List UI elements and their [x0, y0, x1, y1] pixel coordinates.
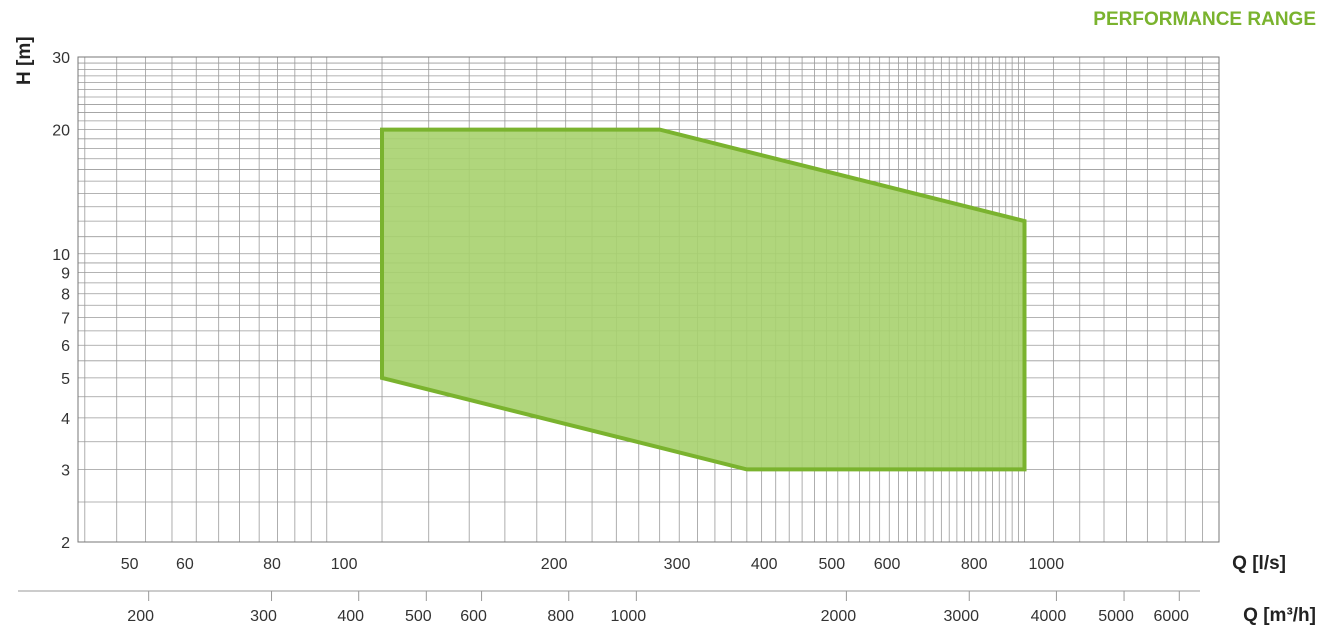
x2-tick-label: 300 — [250, 608, 277, 625]
y-tick-label: 7 — [61, 311, 70, 328]
y-tick-labels: 2 3 4 5 6 7 8 9 10 20 30 — [52, 50, 70, 552]
x2-tick-label: 600 — [460, 608, 487, 625]
x2-tick-label: 2000 — [821, 608, 857, 625]
x-tick-label: 60 — [176, 556, 194, 573]
x-tick-label: 500 — [818, 556, 845, 573]
y-tick-label: 8 — [61, 287, 70, 304]
y-tick-label: 2 — [61, 535, 70, 552]
plot-border — [77, 56, 1220, 543]
chart-title: PERFORMANCE RANGE — [1093, 9, 1316, 30]
y-tick-label: 3 — [61, 462, 70, 479]
y-tick-label: 20 — [52, 123, 70, 140]
y-tick-label: 10 — [52, 247, 70, 264]
x2-tick-label: 800 — [547, 608, 574, 625]
x-tick-label: 400 — [751, 556, 778, 573]
y-tick-label: 6 — [61, 338, 70, 355]
x-tick-label: 800 — [961, 556, 988, 573]
performance-region — [380, 127, 1027, 472]
x2-tick-label: 1000 — [611, 608, 647, 625]
x-tick-label: 300 — [664, 556, 691, 573]
x-tick-label: 1000 — [1029, 556, 1065, 573]
x2-tick-label: 6000 — [1153, 608, 1189, 625]
x2-axis-title: Q [m³/h] — [1243, 605, 1316, 626]
y-tick-label: 9 — [61, 266, 70, 283]
performance-region-group — [380, 127, 1027, 472]
secondary-x-axis: 200 300 400 500 600 800 1000 2000 3000 4000 5000 60… — [18, 590, 1200, 625]
x-tick-label: 100 — [331, 556, 358, 573]
plot-frame — [77, 56, 1220, 543]
x-tick-label: 50 — [121, 556, 139, 573]
x2-tick-label: 400 — [337, 608, 364, 625]
x-tick-label: 600 — [874, 556, 901, 573]
x2-tick-label: 4000 — [1031, 608, 1067, 625]
y-tick-label: 4 — [61, 411, 70, 428]
x-tick-label: 80 — [263, 556, 281, 573]
y-tick-label: 5 — [61, 371, 70, 388]
x2-tick-label: 500 — [405, 608, 432, 625]
x-tick-label: 200 — [541, 556, 568, 573]
x2-tick-label: 200 — [127, 608, 154, 625]
y-tick-label: 30 — [52, 50, 70, 67]
x-axis-title: Q [l/s] — [1232, 553, 1286, 574]
y-axis-title: H [m] — [14, 36, 35, 85]
x2-tick-label: 3000 — [943, 608, 979, 625]
x2-tick-label: 5000 — [1098, 608, 1134, 625]
x-tick-labels: 50 60 80 100 200 300 400 500 600 800 1000 — [121, 556, 1064, 573]
